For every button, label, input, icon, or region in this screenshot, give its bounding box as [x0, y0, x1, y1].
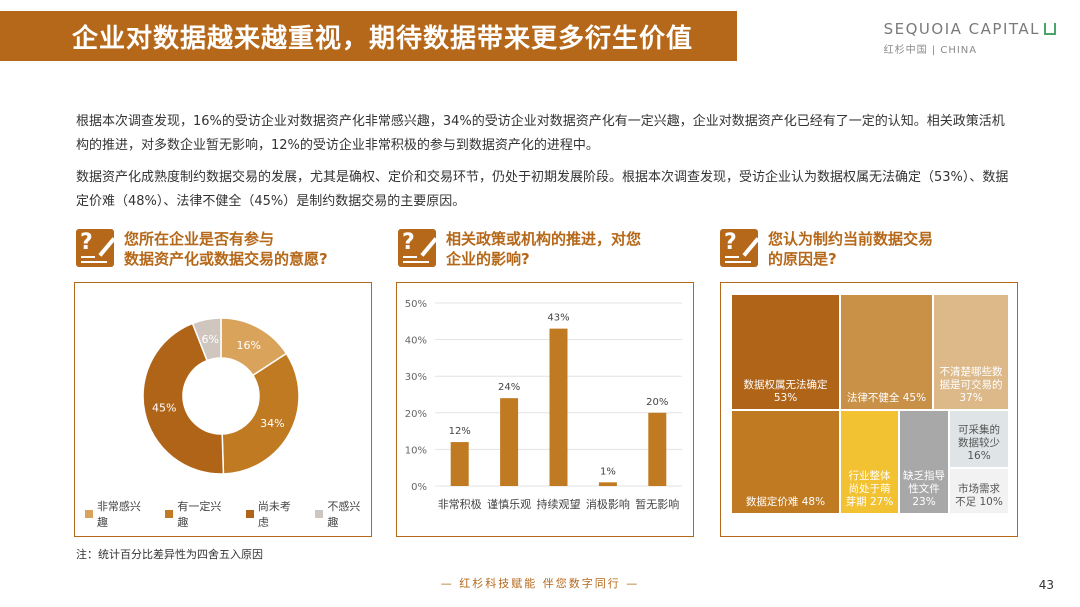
y-tick-label: 20%	[405, 409, 427, 420]
question-2-line1: 相关政策或机构的推进，对您	[446, 230, 642, 248]
donut-slice-2	[221, 352, 300, 475]
treemap-value: 16%	[967, 450, 991, 462]
treemap-cell-1: 数据权属无法确定 53%	[732, 295, 839, 409]
brand-name-en: SEQUOIA CAPITAL	[883, 20, 1040, 38]
x-tick-label: 消极影响	[586, 497, 630, 511]
treemap-label: 行业整体尚处于萌芽期	[845, 470, 891, 508]
treemap-label: 数据权属无法确定	[743, 379, 828, 391]
treemap-value: 10%	[976, 496, 1003, 508]
treemap-cell-3: 法律不健全 45%	[841, 295, 932, 409]
donut-label-1: 16%	[236, 339, 260, 352]
donut-label-3: 45%	[152, 402, 176, 415]
treemap-value: 48%	[798, 496, 826, 508]
x-tick-label: 非常积极	[438, 497, 482, 511]
treemap-value: 53%	[773, 392, 798, 404]
treemap-cell-6: 缺乏指导性文件 23%	[900, 411, 948, 513]
treemap-value: 27%	[866, 496, 894, 508]
legend-swatch	[245, 510, 254, 518]
question-2-line2: 企业的影响?	[446, 250, 530, 268]
bar-3	[549, 328, 568, 486]
treemap-label: 法律不健全	[846, 392, 900, 404]
x-tick-label: 持续观望	[537, 497, 581, 511]
bar-chart-panel: 0% 10% 20% 30% 40% 50% 12% 非常积极 24% 谨慎乐观 43% 持续观望 1%…	[396, 282, 694, 537]
donut-chart-panel: 16% 34% 45% 6% 非常感兴趣 有一定兴趣 尚未考虑 不感兴趣	[74, 282, 372, 537]
question-header-3: ? 您认为制约当前数据交易 的原因是?	[720, 229, 933, 269]
y-tick-label: 50%	[405, 299, 427, 310]
treemap-label: 缺乏指导性文件	[903, 470, 945, 495]
treemap-panel: 数据权属无法确定 53% 数据定价难 48% 法律不健全 45% 不清楚哪些数据是可交…	[720, 282, 1018, 537]
question-header-1: ? 您所在企业是否有参与 数据资产化或数据交易的意愿?	[76, 229, 328, 269]
bar-data-label: 12%	[449, 426, 471, 437]
treemap-label: 可采集的数据较少	[958, 424, 1000, 449]
legend-swatch	[315, 510, 324, 518]
treemap-value: 45%	[899, 392, 927, 404]
legend-label: 尚未考虑	[257, 500, 291, 529]
treemap-value: 23%	[912, 496, 936, 508]
sequoia-leaf-icon	[1044, 23, 1056, 35]
bar-4	[598, 482, 617, 486]
bar-data-label: 1%	[600, 466, 616, 477]
legend-swatch	[85, 510, 93, 518]
bar-data-label: 24%	[498, 382, 520, 393]
donut-label-4: 6%	[202, 333, 219, 346]
x-tick-label: 谨慎乐观	[487, 497, 531, 511]
footer-slogan: — 红杉科技赋能 伴您数字同行 —	[440, 577, 640, 590]
legend-item-4: 不感兴趣	[315, 498, 371, 530]
intro-paragraph-2: 数据资产化成熟度制约数据交易的发展，尤其是确权、定价和交易环节，仍处于初期发展阶…	[76, 170, 1009, 209]
page-number: 43	[1038, 578, 1054, 592]
bar-data-label: 20%	[646, 397, 668, 408]
question-header-2: ? 相关政策或机构的推进，对您 企业的影响?	[398, 229, 641, 269]
treemap-label: 数据定价难	[745, 496, 799, 508]
bar-5	[648, 412, 667, 486]
bar-data-label: 43%	[547, 313, 569, 324]
question-1-line2: 数据资产化或数据交易的意愿?	[124, 250, 328, 268]
legend-item-3: 尚未考虑	[245, 498, 302, 530]
treemap-cell-5: 行业整体尚处于萌芽期 27%	[841, 411, 898, 513]
question-3-line2: 的原因是?	[768, 250, 837, 268]
bar-2	[500, 398, 519, 486]
legend-swatch	[165, 510, 174, 518]
donut-slice-3	[142, 322, 225, 475]
treemap-label: 市场需求不足	[955, 483, 1000, 508]
treemap-cell-2: 数据定价难 48%	[732, 411, 839, 513]
bar-1	[450, 442, 469, 486]
legend-item-1: 非常感兴趣	[85, 498, 151, 530]
y-tick-label: 10%	[405, 445, 427, 456]
y-tick-label: 30%	[405, 372, 427, 383]
y-tick-label: 40%	[405, 336, 427, 347]
legend-label: 有一定兴趣	[177, 500, 222, 529]
question-edit-icon: ?	[720, 229, 760, 267]
treemap-label: 不清楚哪些数据是可交易的	[939, 366, 1003, 391]
x-tick-label: 暂无影响	[635, 498, 679, 511]
title-bar: 企业对数据越来越重视，期待数据带来更多衍生价值	[0, 11, 737, 61]
bar-chart: 0% 10% 20% 30% 40% 50% 12% 非常积极 24% 谨慎乐观 43% 持续观望 1%…	[405, 299, 682, 511]
treemap-cell-8: 市场需求不足 10%	[950, 469, 1008, 513]
treemap-chart: 数据权属无法确定 53% 数据定价难 48% 法律不健全 45% 不清楚哪些数据是可交…	[732, 295, 1008, 513]
brand-name-cn: 红杉中国 | CHINA	[883, 45, 978, 56]
question-3-line1: 您认为制约当前数据交易	[768, 230, 934, 248]
intro-paragraph-1: 根据本次调查发现，16%的受访企业对数据资产化非常感兴趣，34%的受访企业对数据…	[76, 114, 1005, 153]
question-edit-icon: ?	[76, 229, 116, 267]
legend-item-2: 有一定兴趣	[165, 498, 231, 530]
treemap-cell-4: 不清楚哪些数据是可交易的 37%	[934, 295, 1008, 409]
donut-label-2: 34%	[260, 417, 284, 430]
legend-label: 非常感兴趣	[96, 500, 141, 529]
question-1-line1: 您所在企业是否有参与	[124, 230, 275, 248]
y-tick-label: 0%	[411, 482, 427, 493]
treemap-value: 37%	[959, 392, 983, 404]
donut-legend: 非常感兴趣 有一定兴趣 尚未考虑 不感兴趣	[85, 498, 371, 530]
brand-logo: SEQUOIA CAPITAL 红杉中国 | CHINA	[884, 20, 1056, 56]
question-edit-icon: ?	[398, 229, 438, 267]
legend-label: 不感兴趣	[327, 500, 361, 529]
donut-chart: 16% 34% 45% 6%	[142, 317, 300, 475]
footnote: 注：统计百分比差异性为四舍五入原因	[76, 548, 263, 561]
treemap-cell-7: 可采集的数据较少 16%	[950, 411, 1008, 467]
page-title: 企业对数据越来越重视，期待数据带来更多衍生价值	[72, 23, 694, 54]
donut-slice-4	[191, 317, 222, 362]
